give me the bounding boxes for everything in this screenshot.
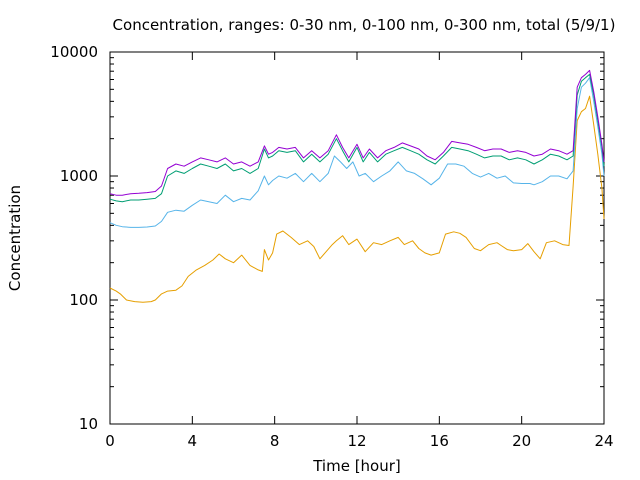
- y-tick-label: 1000: [60, 167, 98, 185]
- y-tick-label: 100: [69, 291, 98, 309]
- y-axis: 10 100 1000 10000: [50, 43, 604, 433]
- x-axis: 0 4 8 12 16 20 24: [105, 52, 614, 450]
- chart-title: Concentration, ranges: 0-30 nm, 0-100 nm…: [113, 16, 616, 34]
- x-tick-label: 12: [347, 432, 366, 450]
- y-tick-label: 10000: [50, 43, 98, 61]
- x-tick-label: 20: [512, 432, 531, 450]
- x-tick-label: 24: [594, 432, 613, 450]
- series-group: [109, 69, 605, 303]
- x-axis-label: Time [hour]: [312, 457, 401, 475]
- y-axis-label: Concentration: [6, 185, 24, 291]
- series-line-2: [109, 77, 605, 228]
- x-tick-label: 16: [430, 432, 449, 450]
- series-line-3: [109, 73, 605, 203]
- y-tick-label: 10: [79, 415, 98, 433]
- x-tick-label: 4: [188, 432, 198, 450]
- plot-frame: [109, 51, 605, 425]
- series-line-4: [109, 69, 605, 196]
- x-tick-label: 8: [270, 432, 280, 450]
- x-tick-label: 0: [105, 432, 115, 450]
- series-line-1: [109, 95, 605, 303]
